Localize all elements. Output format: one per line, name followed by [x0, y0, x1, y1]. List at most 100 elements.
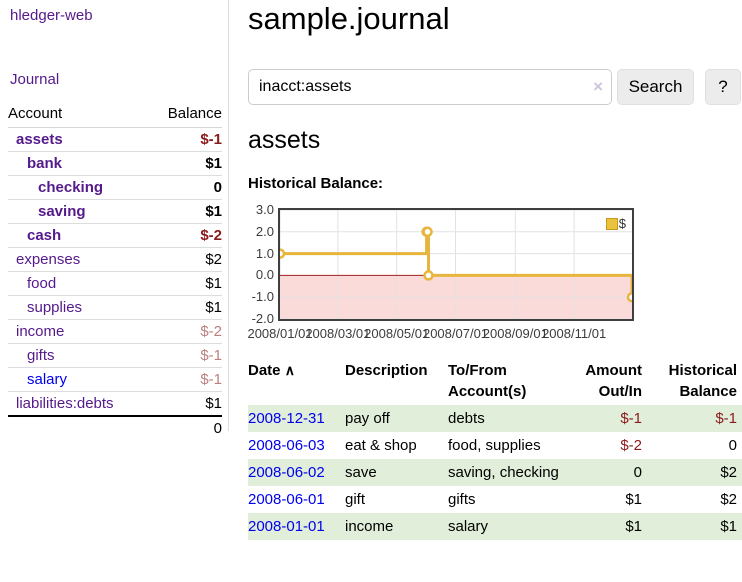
accounts-total-value: 0	[149, 415, 222, 440]
account-row: liabilities:debts $1	[8, 391, 222, 417]
transaction-row: 2008-06-03 eat & shop food, supplies $-2 0	[248, 432, 742, 459]
account-link-checking[interactable]: checking	[38, 179, 104, 196]
accounts-table: Account Balance assets $-1 bank $1 checking 0…	[8, 103, 222, 440]
transaction-balance: $2	[720, 464, 737, 481]
account-link-gifts[interactable]: gifts	[27, 347, 55, 364]
col-header-description: Description	[345, 362, 428, 379]
sidebar-item-journal[interactable]: Journal	[10, 71, 60, 88]
transactions-table: Date ∧ Description To/From Account(s) Amo…	[248, 360, 742, 540]
account-row: checking 0	[8, 175, 222, 200]
sidebar-divider	[228, 0, 229, 431]
page-title: sample.journal	[248, 1, 450, 36]
account-balance: $1	[149, 199, 222, 224]
account-link-bank[interactable]: bank	[27, 155, 63, 172]
chart-title: Historical Balance:	[248, 175, 384, 192]
account-row: expenses $2	[8, 247, 222, 272]
clear-search-icon[interactable]: ×	[593, 77, 603, 96]
x-tick-label: 2008/01/01	[247, 326, 313, 341]
transaction-description: pay off	[345, 410, 390, 427]
account-row: bank $1	[8, 151, 222, 176]
account-balance: $-2	[149, 223, 222, 248]
plot-area: $	[278, 208, 634, 321]
account-link-expenses[interactable]: expenses	[16, 251, 81, 268]
transaction-row: 2008-06-02 save saving, checking 0 $2	[248, 459, 742, 486]
account-link-cash[interactable]: cash	[27, 227, 62, 244]
account-balance: $-1	[149, 367, 222, 392]
account-link-liabilities-debts[interactable]: liabilities:debts	[16, 395, 114, 412]
transaction-date-cell: 2008-01-01	[248, 513, 345, 540]
transaction-date-link[interactable]: 2008-01-01	[248, 518, 325, 535]
account-balance: $1	[149, 391, 222, 417]
search-input[interactable]	[248, 69, 612, 105]
y-tick-label: -1.0	[251, 289, 274, 305]
transaction-description: eat & shop	[345, 437, 417, 454]
account-link-income[interactable]: income	[16, 323, 65, 340]
transaction-amount: $-1	[620, 410, 642, 427]
search-field-wrap: ×	[248, 69, 612, 105]
account-balance: $-1	[149, 127, 222, 152]
search-button[interactable]: Search	[617, 69, 694, 105]
transaction-date-link[interactable]: 2008-06-03	[248, 437, 325, 454]
account-balance: $2	[149, 247, 222, 272]
legend-swatch-icon	[605, 217, 618, 230]
y-tick-label: 3.0	[255, 202, 274, 217]
account-balance: $1	[149, 271, 222, 296]
transaction-balance: $2	[720, 491, 737, 508]
transaction-date-link[interactable]: 2008-12-31	[248, 410, 325, 427]
account-link-saving[interactable]: saving	[38, 203, 86, 220]
help-button[interactable]: ?	[705, 69, 741, 105]
y-tick-label: 0.0	[255, 267, 274, 283]
account-row: gifts $-1	[8, 343, 222, 368]
col-header-accounts: To/From Account(s)	[448, 362, 527, 400]
account-link-food[interactable]: food	[27, 275, 57, 292]
account-row: assets $-1	[8, 127, 222, 152]
account-row: supplies $1	[8, 295, 222, 320]
transaction-row: 2008-06-01 gift gifts $1 $2	[248, 486, 742, 513]
sort-asc-icon: ∧	[284, 362, 295, 378]
transaction-date-cell: 2008-12-31	[248, 405, 345, 432]
transaction-accounts: debts	[448, 410, 485, 427]
transaction-date-link[interactable]: 2008-06-02	[248, 464, 325, 481]
transaction-row: 2008-01-01 income salary $1 $1	[248, 513, 742, 540]
chart-legend: $	[605, 216, 626, 231]
accounts-header-balance: Balance	[149, 103, 222, 128]
app-title-link[interactable]: hledger-web	[10, 7, 93, 24]
transactions-header-row: Date ∧ Description To/From Account(s) Amo…	[248, 360, 742, 405]
x-tick-label: 2008/05/01	[364, 326, 430, 341]
transaction-amount: $1	[625, 491, 642, 508]
account-row: income $-2	[8, 319, 222, 344]
transaction-date-link[interactable]: 2008-06-01	[248, 491, 325, 508]
y-tick-label: -2.0	[251, 311, 274, 326]
account-balance: $-2	[149, 319, 222, 344]
x-tick-label: 2008/07/01	[422, 326, 489, 341]
accounts-total-row: 0	[8, 415, 222, 440]
transaction-date-cell: 2008-06-03	[248, 432, 345, 459]
account-balance: $1	[149, 151, 222, 176]
transaction-description: income	[345, 518, 394, 535]
account-balance: 0	[149, 175, 222, 200]
main-content: sample.journal × Search ? assets Histori…	[247, 0, 742, 582]
chart-canvas	[280, 210, 632, 319]
account-row: food $1	[8, 271, 222, 296]
account-heading: assets	[248, 126, 321, 154]
y-tick-label: 1.0	[255, 245, 274, 261]
col-header-amount: Amount Out/In	[585, 362, 642, 400]
accounts-header-row: Account Balance	[8, 103, 222, 128]
transaction-balance: $1	[720, 518, 737, 535]
account-link-assets[interactable]: assets	[16, 131, 63, 148]
transaction-row: 2008-12-31 pay off debts $-1 $-1	[248, 405, 742, 432]
account-link-supplies[interactable]: supplies	[27, 299, 83, 316]
account-link-salary[interactable]: salary	[27, 371, 68, 388]
transaction-date-cell: 2008-06-02	[248, 459, 345, 486]
account-row: saving $1	[8, 199, 222, 224]
x-tick-label: 2008/11/01	[542, 326, 607, 341]
transaction-accounts: saving, checking	[448, 464, 559, 481]
col-header-date[interactable]: Date ∧	[248, 362, 295, 379]
accounts-total-spacer	[8, 415, 150, 440]
transaction-amount: $-2	[620, 437, 642, 454]
balance-chart: 3.0 2.0 1.0 0.0 -1.0 -2.0 $ 2008/01/01 2008/03…	[247, 202, 742, 348]
transaction-accounts: food, supplies	[448, 437, 541, 454]
x-tick-label: 2008/09/01	[482, 326, 548, 341]
account-row: salary $-1	[8, 367, 222, 392]
legend-label: $	[618, 216, 626, 231]
